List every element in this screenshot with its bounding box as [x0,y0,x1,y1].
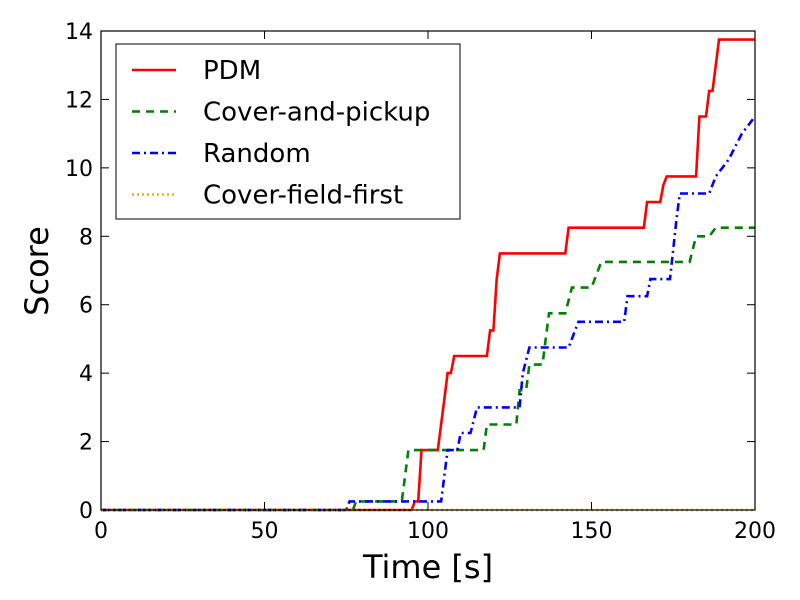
series-line-cover-and-pickup [101,226,755,512]
legend-box [115,43,461,220]
x-tick-label: 50 [251,519,279,544]
y-tick-label: 12 [65,88,93,113]
axis-ticks [100,30,756,511]
legend-label: PDM [203,56,261,86]
x-tick-label: 150 [571,519,613,544]
legend: PDM Cover-and-pickup Random Cover-field-fir… [115,43,461,220]
y-tick-label: 0 [79,499,93,524]
y-tick-label: 4 [79,362,93,387]
y-tick-label: 10 [65,157,93,182]
y-axis-label: Score [18,226,56,316]
x-tick-label: 100 [407,519,449,544]
y-tick-label: 14 [65,20,93,45]
legend-label: Random [203,139,311,169]
x-axis-label: Time [s] [362,548,493,586]
y-tick-label: 8 [79,225,93,250]
x-tick-label: 200 [734,519,776,544]
y-tick-label: 2 [79,431,93,456]
tick-labels: 0 50 100 150 200 0 2 4 6 8 10 12 14 [65,20,776,544]
legend-label: Cover-and-pickup [203,98,430,128]
legend-label: Cover-field-first [203,181,403,211]
x-tick-label: 0 [94,519,108,544]
series-line-random [101,115,757,512]
y-tick-label: 6 [79,294,93,319]
